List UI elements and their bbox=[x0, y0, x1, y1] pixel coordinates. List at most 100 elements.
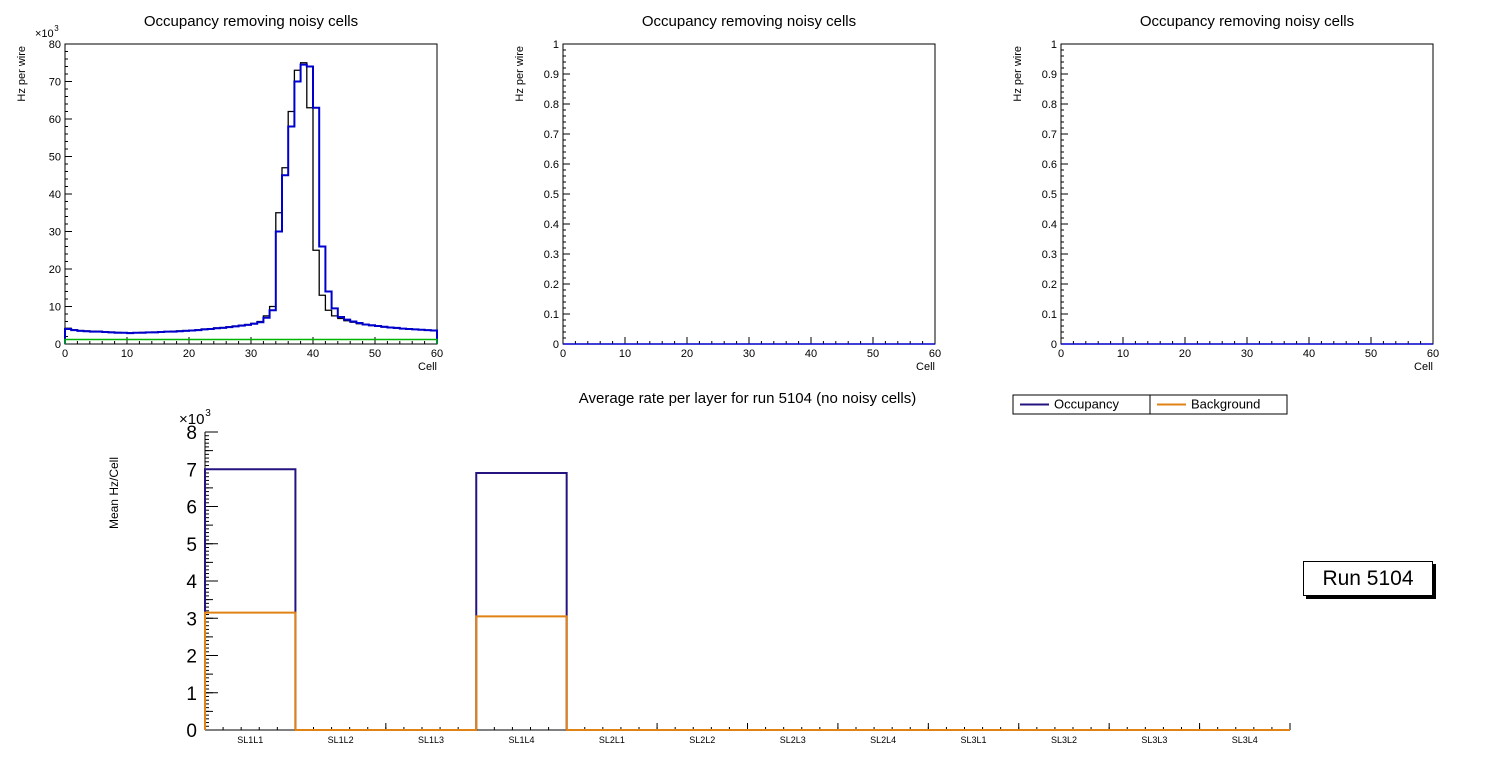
series-occupancy-outline bbox=[64, 62, 438, 344]
x-tick-label: 10 bbox=[121, 348, 133, 360]
y-tick-label: 50 bbox=[49, 152, 61, 164]
y-tick-label: 6 bbox=[186, 498, 197, 519]
x-tick-label: 0 bbox=[1058, 348, 1064, 360]
x-tick-label: 50 bbox=[1365, 348, 1377, 360]
y-tick-label: 70 bbox=[49, 77, 61, 89]
y-tick-label: 0 bbox=[1051, 339, 1057, 351]
y-scale-exponent: 3 bbox=[205, 408, 211, 419]
category-label: SL1L4 bbox=[508, 735, 534, 745]
category-label: SL1L1 bbox=[237, 735, 263, 745]
category-label: SL3L1 bbox=[961, 735, 987, 745]
panel-occupancy-2: Occupancy removing noisy cells 0 0.1 0.2 0.3… bbox=[506, 4, 990, 382]
run-label-text: Run 5104 bbox=[1322, 566, 1414, 590]
x-tick-label: 0 bbox=[62, 348, 68, 360]
y-tick-label: 0.2 bbox=[544, 279, 559, 291]
chart-title: Occupancy removing noisy cells bbox=[642, 13, 856, 30]
x-tick-label: 60 bbox=[431, 348, 443, 360]
category-label: SL2L2 bbox=[689, 735, 715, 745]
x-tick-label: 30 bbox=[743, 348, 755, 360]
y-scale-exponent: 3 bbox=[54, 24, 59, 33]
y-tick-label: 0.8 bbox=[544, 99, 559, 111]
y-tick-label: 0.5 bbox=[1042, 189, 1057, 201]
x-tick-label: 40 bbox=[805, 348, 817, 360]
series-background-baseline bbox=[64, 338, 438, 344]
y-tick-label: 7 bbox=[186, 460, 197, 481]
x-tick-label: 50 bbox=[867, 348, 879, 360]
y-tick-label: 1 bbox=[1051, 39, 1057, 51]
legend-label: Occupancy bbox=[1054, 397, 1120, 412]
y-tick-label: 0.8 bbox=[1042, 99, 1057, 111]
occupancy-panel-1: Occupancy removing noisy cells0102030405… bbox=[16, 13, 443, 373]
category-label: SL3L4 bbox=[1232, 735, 1258, 745]
y-scale-label: ×10 bbox=[35, 28, 54, 40]
x-tick-label: 10 bbox=[1117, 348, 1129, 360]
category-label: SL3L2 bbox=[1051, 735, 1077, 745]
y-tick-label: 5 bbox=[186, 535, 197, 556]
occupancy-panel-3: Occupancy removing noisy cells 0 0.1 0.2 0.3… bbox=[1012, 13, 1439, 373]
y-axis-title: Hz per wire bbox=[1012, 46, 1024, 102]
x-tick-label: 40 bbox=[307, 348, 319, 360]
run-label-pave: Run 5104 bbox=[1303, 561, 1433, 596]
y-tick-label: 0.3 bbox=[1042, 249, 1057, 261]
x-tick-label: 60 bbox=[1427, 348, 1439, 360]
y-axis-title: Mean Hz/Cell bbox=[107, 457, 121, 529]
x-tick-label: 30 bbox=[245, 348, 257, 360]
y-tick-label: 80 bbox=[49, 39, 61, 51]
y-tick-label: 0 bbox=[55, 339, 61, 351]
category-label: SL1L3 bbox=[418, 735, 444, 745]
legend-label: Background bbox=[1191, 397, 1260, 412]
x-tick-label: 30 bbox=[1241, 348, 1253, 360]
occupancy-chart-3: Occupancy removing noisy cells 0 0.1 0.2 0.3… bbox=[1012, 13, 1439, 373]
y-tick-label: 20 bbox=[49, 264, 61, 276]
legend: Occupancy Background bbox=[1012, 394, 1288, 415]
y-tick-label: 0.3 bbox=[544, 249, 559, 261]
chart-title: Occupancy removing noisy cells bbox=[144, 13, 358, 30]
average-rate-chart: Average rate per layer for run 5104 (no … bbox=[107, 390, 1291, 745]
y-scale-label: ×10 bbox=[179, 411, 204, 428]
y-tick-label: 1 bbox=[186, 684, 197, 705]
x-tick-label: 20 bbox=[681, 348, 693, 360]
x-tick-label: 20 bbox=[1179, 348, 1191, 360]
y-tick-label: 0.5 bbox=[544, 189, 559, 201]
panel-occupancy-3: Occupancy removing noisy cells 0 0.1 0.2 0.3… bbox=[1004, 4, 1488, 382]
y-tick-label: 10 bbox=[49, 302, 61, 314]
y-tick-label: 0.4 bbox=[544, 219, 559, 231]
x-axis-title: Cell bbox=[418, 361, 437, 373]
chart-title: Average rate per layer for run 5104 (no … bbox=[579, 390, 916, 407]
y-tick-label: 0.9 bbox=[1042, 69, 1057, 81]
y-tick-label: 0.4 bbox=[1042, 219, 1057, 231]
category-label: SL3L3 bbox=[1141, 735, 1167, 745]
y-tick-label: 2 bbox=[186, 647, 197, 668]
occupancy-chart-1: Occupancy removing noisy cells0102030405… bbox=[16, 13, 443, 373]
occupancy-chart-2: Occupancy removing noisy cells 0 0.1 0.2 0.3… bbox=[514, 13, 941, 373]
y-tick-label: 8 bbox=[186, 423, 197, 444]
category-label: SL2L4 bbox=[870, 735, 896, 745]
y-tick-label: 0.6 bbox=[1042, 159, 1057, 171]
y-tick-label: 0.2 bbox=[1042, 279, 1057, 291]
occupancy-panel-2: Occupancy removing noisy cells 0 0.1 0.2 0.3… bbox=[514, 13, 941, 373]
y-tick-label: 3 bbox=[186, 609, 197, 630]
x-tick-label: 50 bbox=[369, 348, 381, 360]
x-axis-title: Cell bbox=[1414, 361, 1433, 373]
x-tick-label: 60 bbox=[929, 348, 941, 360]
y-tick-label: 1 bbox=[553, 39, 559, 51]
panel-occupancy-1: Occupancy removing noisy cells 0 10 20 30 40 5… bbox=[8, 4, 492, 382]
x-tick-label: 10 bbox=[619, 348, 631, 360]
category-label: SL2L3 bbox=[780, 735, 806, 745]
category-label: SL2L1 bbox=[599, 735, 625, 745]
panel-average-rate: Average rate per layer for run 5104 (no … bbox=[0, 385, 1496, 772]
series-occupancy-no-noise bbox=[64, 63, 438, 344]
x-axis-title: Cell bbox=[916, 361, 935, 373]
series-Occupancy bbox=[204, 468, 1290, 731]
y-tick-label: 30 bbox=[49, 227, 61, 239]
x-tick-label: 40 bbox=[1303, 348, 1315, 360]
y-tick-label: 0 bbox=[553, 339, 559, 351]
y-tick-label: 0.7 bbox=[544, 129, 559, 141]
category-label: SL1L2 bbox=[328, 735, 354, 745]
y-tick-label: 0.7 bbox=[1042, 129, 1057, 141]
y-tick-label: 0 bbox=[186, 721, 197, 742]
y-tick-label: 0.6 bbox=[544, 159, 559, 171]
y-axis-title: Hz per wire bbox=[514, 46, 526, 102]
average-rate-per-layer: Average rate per layer for run 5104 (no … bbox=[107, 390, 1291, 745]
x-tick-label: 20 bbox=[183, 348, 195, 360]
